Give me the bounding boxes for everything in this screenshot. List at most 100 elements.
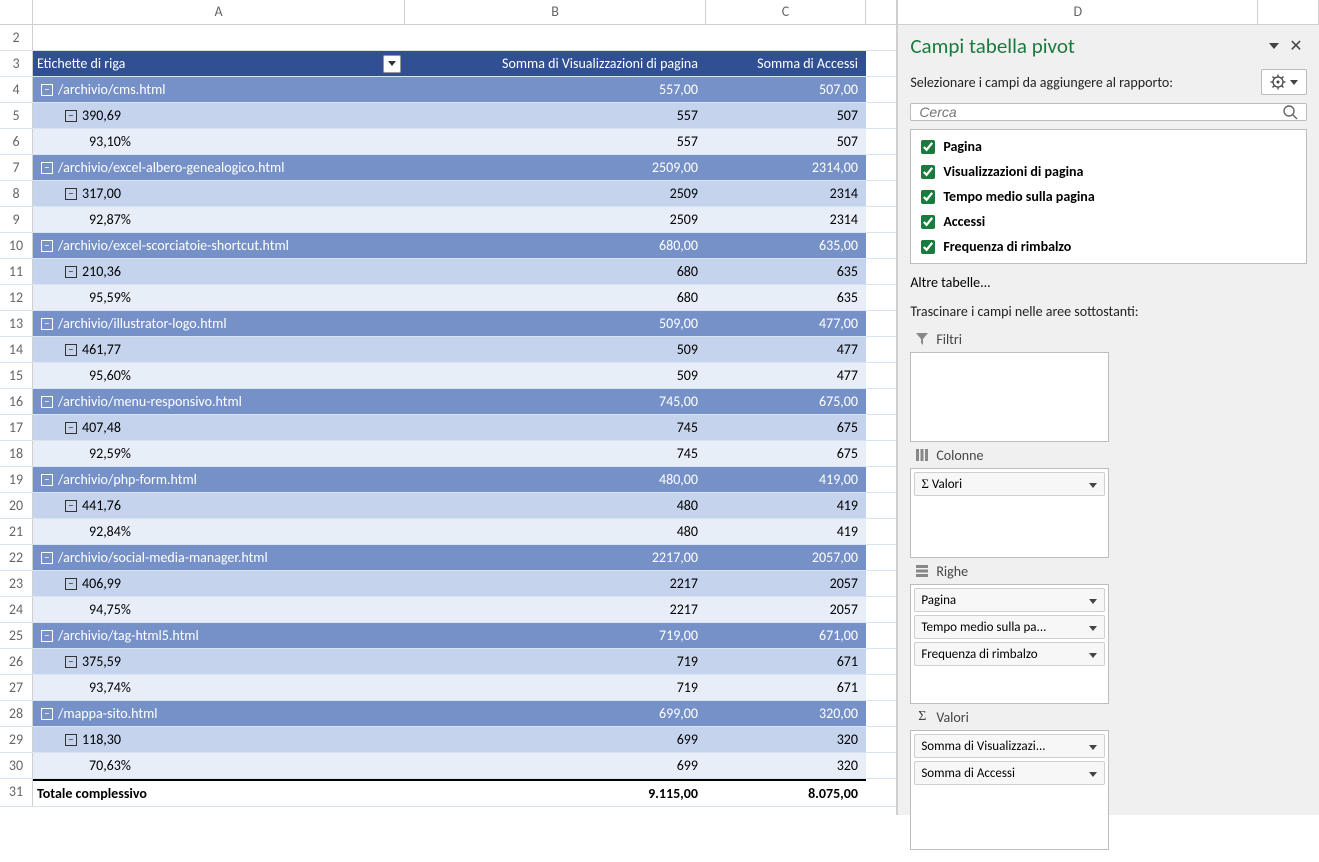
zone-columns[interactable]: Σ Valori	[910, 468, 1109, 558]
search-input[interactable]	[919, 104, 1282, 120]
cell[interactable]: 699,00	[405, 701, 706, 726]
row-header[interactable]: 14	[0, 337, 33, 362]
chevron-down-icon[interactable]	[1088, 739, 1098, 754]
cell[interactable]: 507	[706, 129, 866, 154]
cell[interactable]: 680	[405, 259, 706, 284]
collapse-icon[interactable]: −	[65, 110, 77, 122]
cell[interactable]: 92,87%	[33, 207, 405, 232]
collapse-icon[interactable]: −	[65, 188, 77, 200]
collapse-icon[interactable]: −	[41, 162, 53, 174]
row-header[interactable]: 17	[0, 415, 33, 440]
cell[interactable]: 477	[706, 363, 866, 388]
cell[interactable]: −118,30	[33, 727, 405, 752]
cell[interactable]: −210,36	[33, 259, 405, 284]
zone-chip[interactable]: Frequenza di rimbalzo	[914, 642, 1105, 666]
cell[interactable]: 719	[405, 649, 706, 674]
chevron-down-icon[interactable]	[1088, 477, 1098, 492]
zone-chip[interactable]: Tempo medio sulla pa...	[914, 615, 1105, 639]
zone-chip[interactable]: Somma di Visualizzazi...	[914, 734, 1105, 758]
cell[interactable]: 745	[405, 441, 706, 466]
field-checkbox[interactable]	[921, 240, 935, 254]
cell[interactable]: 70,63%	[33, 753, 405, 778]
cell[interactable]: 680	[405, 285, 706, 310]
collapse-icon[interactable]: −	[41, 240, 53, 252]
cell[interactable]: 509,00	[405, 311, 706, 336]
cell[interactable]: 557,00	[405, 77, 706, 102]
cell[interactable]: Totale complessivo	[33, 779, 405, 806]
panel-options-icon[interactable]	[1263, 35, 1285, 57]
collapse-icon[interactable]: −	[41, 552, 53, 564]
col-header-C[interactable]: C	[706, 0, 866, 24]
cell[interactable]: 2509,00	[405, 155, 706, 180]
cell[interactable]: −/archivio/excel-scorciatoie-shortcut.ht…	[33, 233, 405, 258]
row-header[interactable]: 5	[0, 103, 33, 128]
cell[interactable]: 93,10%	[33, 129, 405, 154]
chevron-down-icon[interactable]	[1088, 620, 1098, 635]
collapse-icon[interactable]: −	[41, 396, 53, 408]
cell[interactable]: 92,84%	[33, 519, 405, 544]
cell[interactable]: 719	[405, 675, 706, 700]
cell[interactable]: Somma di Accessi	[706, 51, 866, 76]
row-header[interactable]: 3	[0, 51, 33, 76]
field-item[interactable]: Pagina	[911, 134, 1306, 159]
col-header-A[interactable]: A	[33, 0, 405, 24]
collapse-icon[interactable]: −	[65, 656, 77, 668]
collapse-icon[interactable]: −	[41, 84, 53, 96]
row-header[interactable]: 26	[0, 649, 33, 674]
cell[interactable]: 2217	[405, 571, 706, 596]
field-checkbox[interactable]	[921, 190, 935, 204]
field-checkbox[interactable]	[921, 165, 935, 179]
cell[interactable]: 320	[706, 727, 866, 752]
collapse-icon[interactable]: −	[65, 578, 77, 590]
cell[interactable]: 671	[706, 675, 866, 700]
cell[interactable]: 675,00	[706, 389, 866, 414]
row-header[interactable]: 21	[0, 519, 33, 544]
cell[interactable]: 2509	[405, 207, 706, 232]
field-item[interactable]: Visualizzazioni di pagina	[911, 159, 1306, 184]
field-checkbox[interactable]	[921, 215, 935, 229]
cell[interactable]: 671	[706, 649, 866, 674]
cell[interactable]: −317,00	[33, 181, 405, 206]
row-labels-filter[interactable]	[383, 55, 401, 73]
cell[interactable]: −390,69	[33, 103, 405, 128]
cell[interactable]	[706, 25, 866, 50]
cell[interactable]: 9.115,00	[405, 779, 706, 806]
collapse-icon[interactable]: −	[65, 500, 77, 512]
zone-chip[interactable]: Σ Valori	[914, 472, 1105, 496]
cell[interactable]: 2057,00	[706, 545, 866, 570]
chevron-down-icon[interactable]	[1088, 593, 1098, 608]
col-header-D[interactable]: D	[898, 0, 1258, 24]
collapse-icon[interactable]: −	[65, 422, 77, 434]
cell[interactable]: −/archivio/illustrator-logo.html	[33, 311, 405, 336]
cell[interactable]: −/archivio/social-media-manager.html	[33, 545, 405, 570]
cell[interactable]: 477,00	[706, 311, 866, 336]
cell[interactable]: −/mappa-sito.html	[33, 701, 405, 726]
panel-settings-button[interactable]	[1261, 69, 1307, 95]
cell[interactable]: −/archivio/php-form.html	[33, 467, 405, 492]
cell[interactable]: 480	[405, 493, 706, 518]
cell[interactable]: 509	[405, 337, 706, 362]
row-header[interactable]: 4	[0, 77, 33, 102]
collapse-icon[interactable]: −	[41, 474, 53, 486]
row-header[interactable]: 7	[0, 155, 33, 180]
cell[interactable]: 699	[405, 727, 706, 752]
col-header-E[interactable]	[1258, 0, 1319, 24]
row-header[interactable]: 25	[0, 623, 33, 648]
cell[interactable]: 419	[706, 519, 866, 544]
cell[interactable]: −407,48	[33, 415, 405, 440]
cell[interactable]: 419,00	[706, 467, 866, 492]
row-header[interactable]: 16	[0, 389, 33, 414]
cell[interactable]: 509	[405, 363, 706, 388]
cell[interactable]: 507	[706, 103, 866, 128]
search-field[interactable]	[910, 103, 1307, 121]
zone-rows[interactable]: PaginaTempo medio sulla pa...Frequenza d…	[910, 584, 1109, 704]
chevron-down-icon[interactable]	[1088, 647, 1098, 662]
cell[interactable]: 419	[706, 493, 866, 518]
row-header[interactable]: 22	[0, 545, 33, 570]
zone-chip[interactable]: Somma di Accessi	[914, 761, 1105, 785]
cell[interactable]: 2217,00	[405, 545, 706, 570]
row-header[interactable]: 11	[0, 259, 33, 284]
cell[interactable]: 2217	[405, 597, 706, 622]
row-header[interactable]: 19	[0, 467, 33, 492]
collapse-icon[interactable]: −	[65, 734, 77, 746]
